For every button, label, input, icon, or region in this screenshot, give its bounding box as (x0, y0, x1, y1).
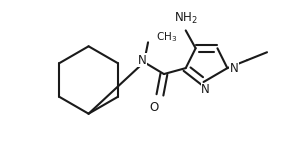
Text: CH$_3$: CH$_3$ (156, 30, 177, 44)
Text: O: O (149, 101, 159, 114)
Text: N: N (201, 83, 210, 96)
Text: N: N (230, 62, 239, 75)
Text: N: N (138, 54, 147, 67)
Text: NH$_2$: NH$_2$ (174, 11, 198, 26)
